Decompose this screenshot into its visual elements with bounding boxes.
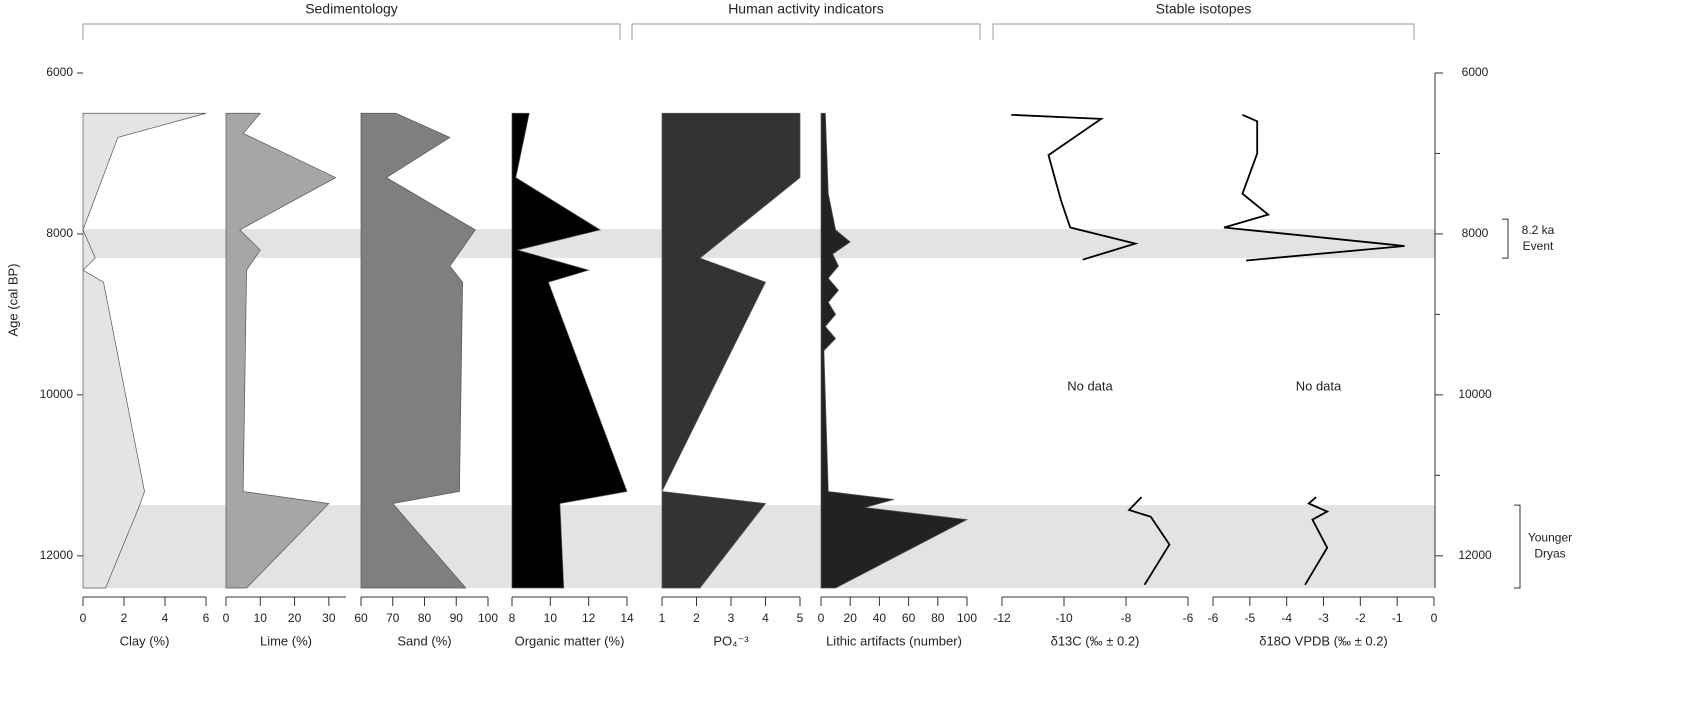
x-tick-label: -5 — [1244, 611, 1255, 625]
x-tick-label: 12 — [582, 611, 596, 625]
group-bracket — [992, 23, 1415, 40]
x-tick-label: 1 — [659, 611, 666, 625]
x-tick-label: 4 — [762, 611, 769, 625]
y-tick-label: 12000 — [40, 548, 74, 562]
group-title: Sedimentology — [305, 1, 398, 17]
x-tick-label: -12 — [993, 611, 1011, 625]
x-tick-label: 3 — [728, 611, 735, 625]
x-tick-label: 4 — [162, 611, 169, 625]
x-tick-label: -6 — [1208, 611, 1219, 625]
x-tick-label: 10 — [254, 611, 268, 625]
group-bracket — [631, 23, 981, 40]
y-tick-label: 6000 — [46, 65, 73, 79]
x-tick-label: -2 — [1355, 611, 1366, 625]
x-tick-label: 0 — [1431, 611, 1438, 625]
area — [225, 112, 337, 589]
y-tick-label-right: 10000 — [1458, 387, 1492, 401]
x-axis-label: Sand (%) — [397, 633, 451, 648]
x-tick-label: 40 — [873, 611, 887, 625]
x-axis-label: δ18O VPDB (‰ ± 0.2) — [1259, 633, 1388, 648]
x-tick-label: 80 — [418, 611, 432, 625]
y-tick-label-right: 6000 — [1462, 65, 1489, 79]
band-label: Younger — [1528, 531, 1572, 545]
x-axis-label: Lime (%) — [260, 633, 312, 648]
y-tick-label: 8000 — [46, 226, 73, 240]
x-axis-label: Organic matter (%) — [515, 633, 625, 648]
group-title: Stable isotopes — [1156, 1, 1252, 17]
band-label: Dryas — [1534, 547, 1565, 561]
group-title: Human activity indicators — [728, 1, 884, 17]
area — [820, 112, 969, 589]
x-tick-label: 2 — [693, 611, 700, 625]
area — [360, 112, 476, 589]
area — [661, 112, 801, 589]
x-axis-label: δ13C (‰ ± 0.2) — [1051, 633, 1140, 648]
x-tick-label: 70 — [386, 611, 400, 625]
y-tick-label: 10000 — [40, 387, 74, 401]
x-tick-label: 30 — [322, 611, 336, 625]
line — [1223, 114, 1405, 262]
x-tick-label: 20 — [288, 611, 302, 625]
x-axis-label: Clay (%) — [120, 633, 170, 648]
line — [1011, 113, 1139, 261]
x-tick-label: 60 — [902, 611, 916, 625]
x-tick-label: 20 — [844, 611, 858, 625]
x-tick-label: 90 — [450, 611, 464, 625]
x-tick-label: 6 — [203, 611, 210, 625]
band — [83, 229, 1435, 259]
y-axis-label: Age (cal BP) — [5, 264, 20, 337]
x-tick-label: 0 — [80, 611, 87, 625]
annotation: No data — [1067, 378, 1113, 393]
x-tick-label: 0 — [223, 611, 230, 625]
line — [1127, 496, 1171, 586]
x-tick-label: 100 — [957, 611, 977, 625]
x-tick-label: 2 — [121, 611, 128, 625]
x-tick-label: -8 — [1121, 611, 1132, 625]
x-axis-label: PO₄⁻³ — [713, 633, 749, 648]
x-tick-label: -10 — [1055, 611, 1073, 625]
line — [1304, 496, 1330, 586]
x-tick-label: -3 — [1318, 611, 1329, 625]
x-tick-label: 10 — [544, 611, 558, 625]
x-axis-label: Lithic artifacts (number) — [826, 633, 962, 648]
annotation: No data — [1296, 378, 1342, 393]
y-tick-label-right: 8000 — [1462, 226, 1489, 240]
x-tick-label: 5 — [797, 611, 804, 625]
y-tick-label-right: 12000 — [1458, 548, 1492, 562]
x-tick-label: 60 — [354, 611, 368, 625]
x-tick-label: -6 — [1183, 611, 1194, 625]
x-tick-label: 0 — [818, 611, 825, 625]
area — [82, 112, 207, 589]
band-label: 8.2 ka — [1522, 223, 1555, 237]
band-bracket — [1502, 218, 1509, 259]
band-bracket — [1514, 504, 1521, 589]
x-tick-label: -4 — [1281, 611, 1292, 625]
x-tick-label: 8 — [509, 611, 516, 625]
group-bracket — [82, 23, 621, 40]
x-tick-label: -1 — [1392, 611, 1403, 625]
area — [511, 112, 628, 589]
x-tick-label: 80 — [931, 611, 945, 625]
band-label: Event — [1523, 239, 1554, 253]
x-tick-label: 14 — [620, 611, 634, 625]
x-tick-label: 100 — [478, 611, 498, 625]
